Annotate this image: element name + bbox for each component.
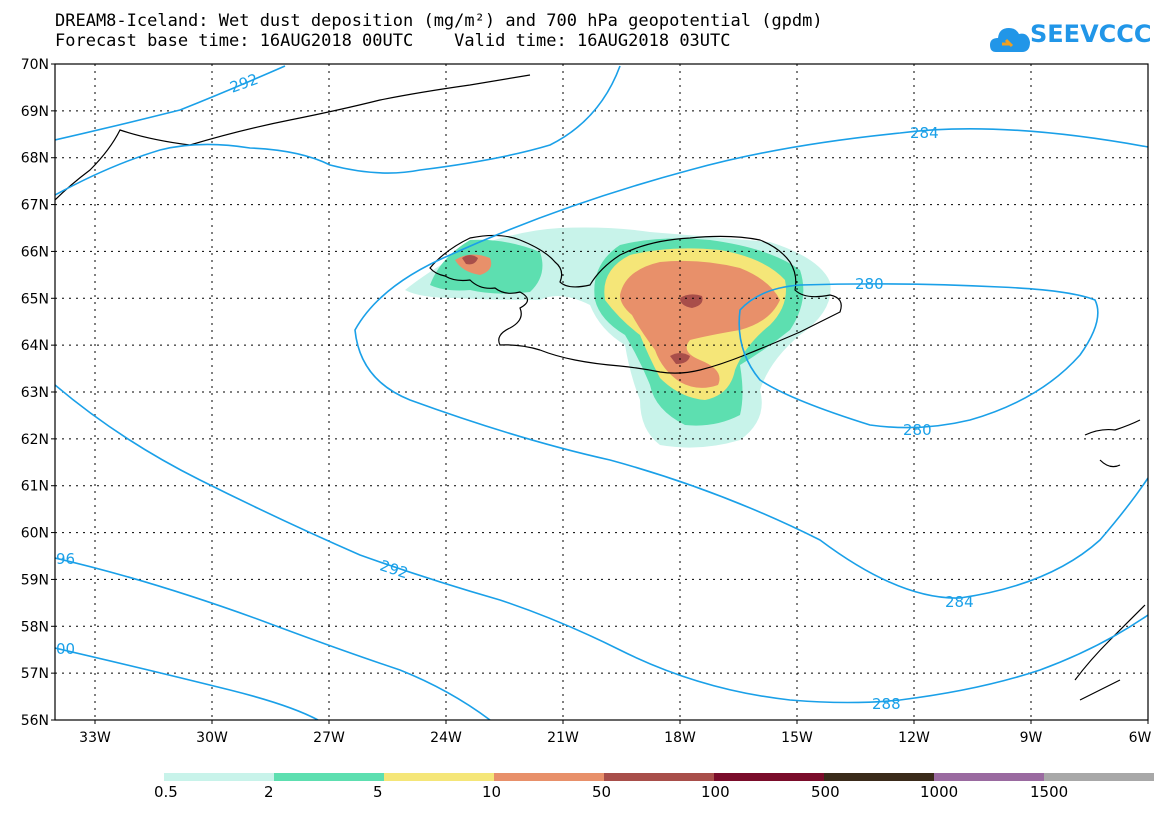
- legend-label: 10: [482, 783, 502, 801]
- legend-swatch: [934, 773, 1044, 781]
- contour-label: 292: [227, 70, 260, 97]
- contour-label: 284: [945, 593, 974, 611]
- contour-label: 96: [56, 550, 75, 568]
- contour-280: [738, 283, 1099, 429]
- contour-292-west: [55, 384, 1148, 704]
- lon-label: 27W: [313, 730, 345, 746]
- lon-label: 18W: [664, 730, 696, 746]
- coastlines: [55, 74, 1146, 701]
- lat-label: 63N: [21, 385, 49, 401]
- lon-label: 6W: [1129, 730, 1152, 746]
- dust-deposition-field: [405, 227, 831, 448]
- lat-label: 60N: [21, 526, 49, 542]
- legend-swatch: [604, 773, 714, 781]
- lat-label: 56N: [21, 713, 49, 729]
- forecast-times: Forecast base time: 16AUG2018 00UTC Vali…: [55, 31, 731, 51]
- lat-label: 65N: [21, 291, 49, 307]
- contour-label-group: 292 284 280 280 292 284 288 96 00: [56, 70, 974, 713]
- legend-swatch: [1044, 773, 1154, 781]
- lon-label: 21W: [547, 730, 579, 746]
- legend-swatch: [494, 773, 604, 781]
- contour-label: 280: [903, 421, 932, 439]
- longitude-labels: 33W 30W 27W 24W 21W 18W 15W 12W 9W 6W: [79, 720, 1152, 746]
- lat-label: 59N: [21, 572, 49, 588]
- lat-label: 70N: [21, 57, 49, 73]
- faroe-norway-coast: [1084, 419, 1141, 468]
- contour-300: [55, 647, 319, 720]
- legend-label: 1500: [1030, 783, 1069, 801]
- lat-label: 67N: [21, 198, 49, 214]
- legend-swatch: [164, 773, 274, 781]
- lat-label: 66N: [21, 244, 49, 260]
- lat-label: 69N: [21, 104, 49, 120]
- contour-label: 288: [872, 695, 901, 713]
- contour-292-north: [55, 65, 286, 141]
- lon-label: 15W: [781, 730, 813, 746]
- lat-label: 58N: [21, 619, 49, 635]
- scotland-coast: [1074, 604, 1146, 701]
- legend-swatch: [824, 773, 934, 781]
- legend-swatch: [384, 773, 494, 781]
- lat-label: 68N: [21, 151, 49, 167]
- dust-50-area-west: [462, 255, 478, 265]
- grid-lines: [55, 64, 1148, 720]
- latitude-labels: 70N 69N 68N 67N 66N 65N 64N 63N 62N 61N 60N 59N 58N 5…: [21, 57, 55, 729]
- lat-label: 61N: [21, 479, 49, 495]
- legend-swatch: [274, 773, 384, 781]
- seevccc-logo: [990, 28, 1030, 52]
- lat-label: 64N: [21, 338, 49, 354]
- contour-label: 284: [910, 124, 939, 142]
- cloud-icon: [990, 28, 1030, 52]
- legend-label: 0.5: [154, 783, 178, 801]
- legend-label: 5: [373, 783, 383, 801]
- contour-label: 292: [378, 556, 411, 582]
- map-title: DREAM8-Iceland: Wet dust deposition (mg/…: [55, 11, 823, 31]
- contour-label: 00: [56, 640, 75, 658]
- contour-284-main: [55, 65, 621, 196]
- legend-label: 100: [701, 783, 730, 801]
- lon-label: 12W: [898, 730, 930, 746]
- legend-label: 50: [592, 783, 612, 801]
- iceland-coast: [429, 234, 842, 374]
- legend-colorbar: [164, 773, 1154, 781]
- legend-swatch: [714, 773, 824, 781]
- legend-label: 2: [264, 783, 274, 801]
- lat-label: 62N: [21, 432, 49, 448]
- contour-label: 280: [855, 275, 884, 293]
- contour-outer-284: [354, 127, 1148, 599]
- geopotential-contours: [55, 65, 1148, 720]
- lon-label: 30W: [196, 730, 228, 746]
- lon-label: 33W: [79, 730, 111, 746]
- legend-label: 1000: [920, 783, 959, 801]
- legend-label: 500: [811, 783, 840, 801]
- logo-text: SEEVCCC: [1030, 20, 1152, 48]
- lon-label: 9W: [1020, 730, 1043, 746]
- greenland-coast: [55, 74, 531, 201]
- lat-label: 57N: [21, 666, 49, 682]
- dust-10-area: [620, 260, 780, 388]
- lon-label: 24W: [430, 730, 462, 746]
- contour-296: [55, 557, 491, 720]
